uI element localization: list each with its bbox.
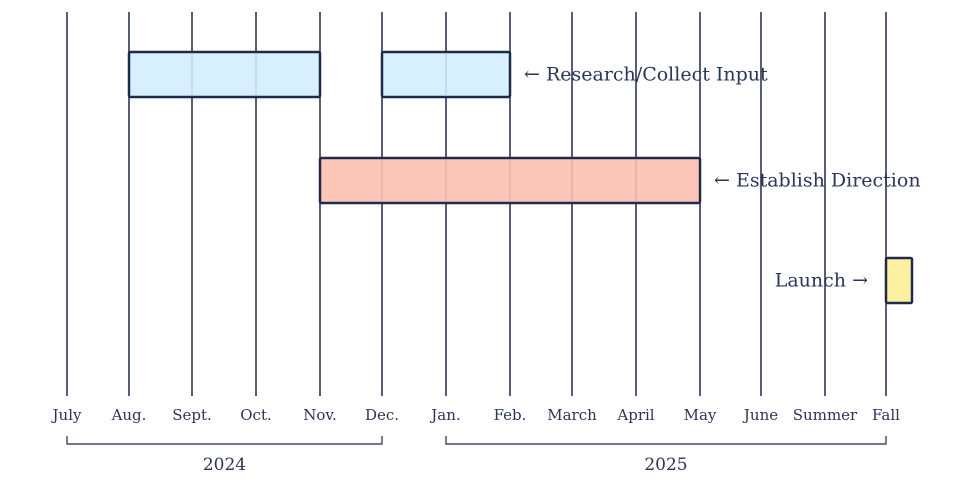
month-label-aug: Aug. (111, 406, 147, 424)
month-label-march: March (547, 406, 597, 424)
month-label-dec: Dec. (365, 406, 399, 424)
task-bar-research-collect-input-2 (380, 50, 512, 99)
month-label-oct: Oct. (240, 406, 272, 424)
year-brackets: 2024 2025 (66, 436, 887, 475)
month-label-summer: Summer (793, 406, 858, 424)
task-label-establish-direction: ← Establish Direction (714, 170, 921, 192)
month-label-fall: Fall (872, 406, 900, 424)
year-label-2024: 2024 (203, 455, 246, 475)
month-label-may: May (684, 406, 717, 424)
month-label-nov: Nov. (303, 406, 337, 424)
task-label-launch: Launch → (775, 270, 868, 292)
month-label-sept: Sept. (172, 406, 212, 424)
task-labels: ← Research/Collect Input ← Establish Dire… (524, 64, 921, 292)
year-bracket-2025 (445, 436, 887, 445)
task-bar-establish-direction-1 (318, 156, 702, 205)
task-label-research-collect-input: ← Research/Collect Input (524, 64, 768, 86)
month-label-july: July (51, 406, 82, 424)
year-label-2025: 2025 (644, 455, 687, 475)
month-label-jan: Jan. (429, 406, 460, 424)
task-bar-research-collect-input-1 (127, 50, 322, 99)
month-labels: July Aug. Sept. Oct. Nov. Dec. Jan. Feb. March Ap… (51, 406, 901, 424)
task-bar-launch-1 (884, 256, 914, 305)
task-bars (127, 50, 914, 305)
month-label-june: June (742, 406, 778, 424)
year-bracket-2024 (66, 436, 383, 445)
month-label-april: April (616, 406, 654, 424)
month-label-feb: Feb. (494, 406, 527, 424)
